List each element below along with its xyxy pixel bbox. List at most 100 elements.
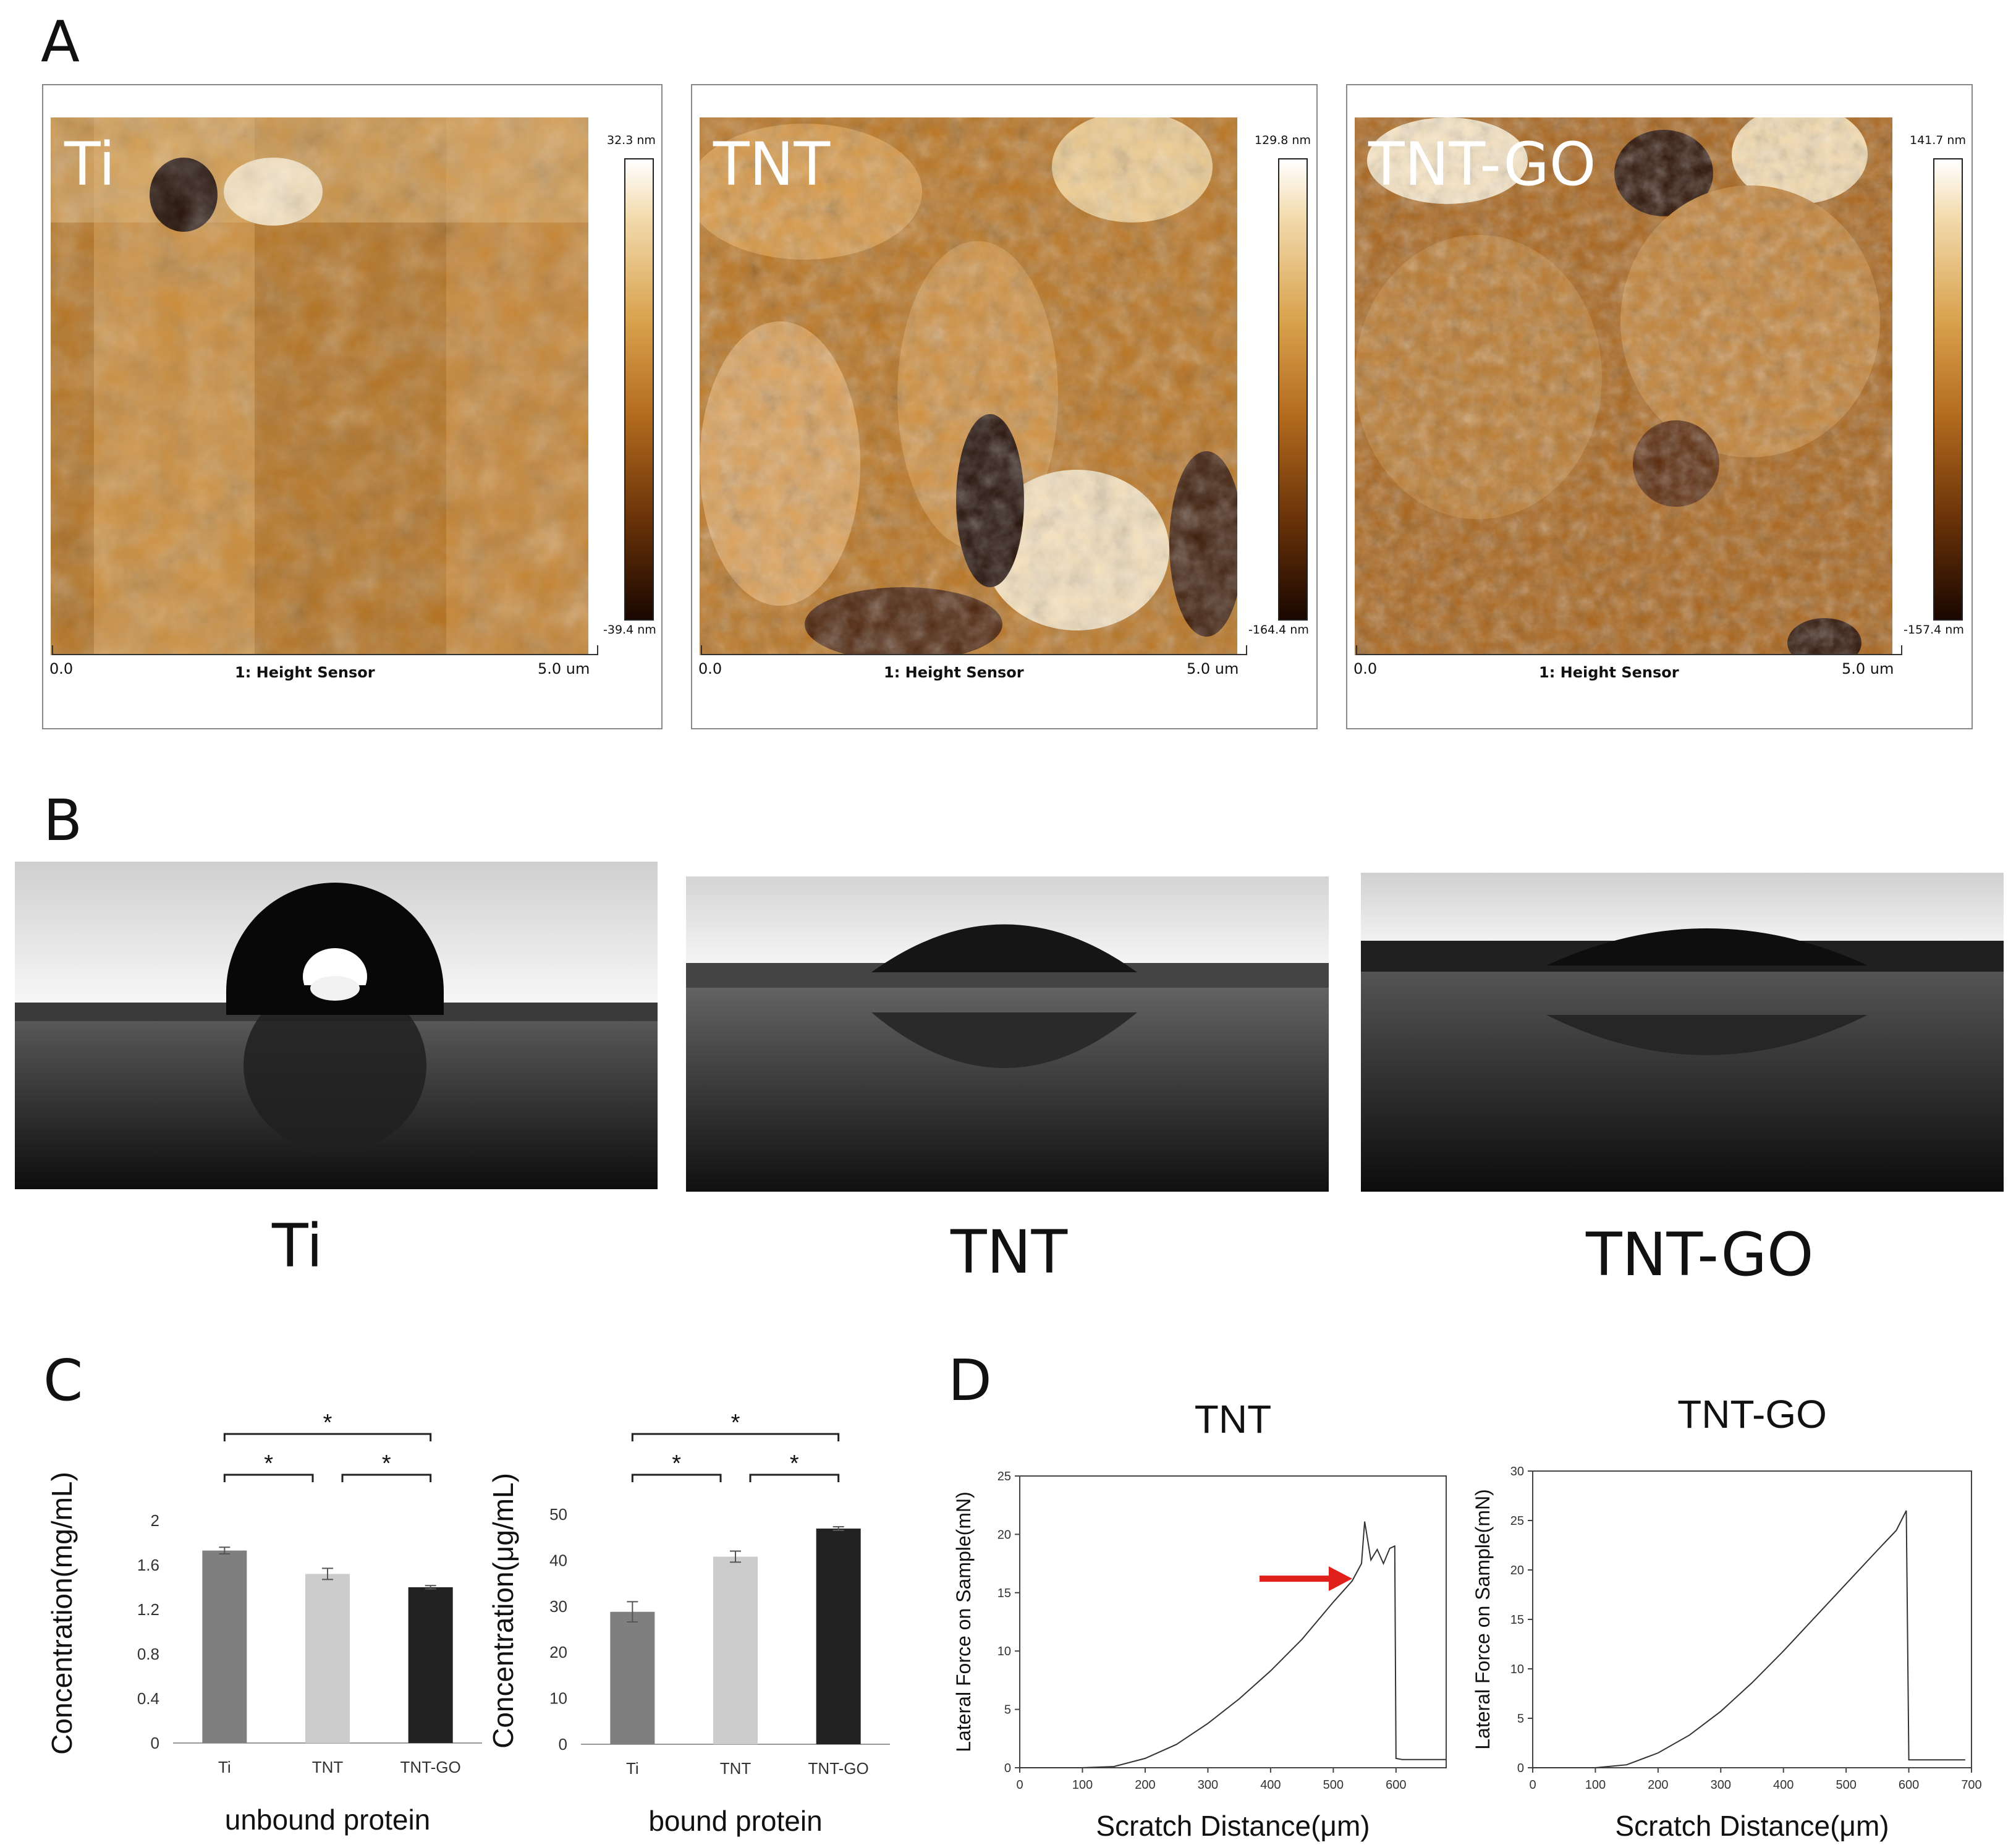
y-axis-title: Lateral Force on Sample(mN): [952, 1491, 975, 1752]
panel-letter-a: A: [41, 9, 80, 75]
afm-height-map-tnt-go: [1355, 117, 1892, 655]
afm-label: Ti: [64, 130, 116, 199]
y-axis-title: Concentration(mg/mL): [46, 1472, 78, 1755]
significance-star: *: [731, 1410, 740, 1436]
y-axis-title: Concentration(μg/mL): [487, 1473, 519, 1749]
colorbar-max-label: 129.8 nm: [1255, 134, 1311, 147]
height-colorbar: [624, 158, 654, 621]
x-tick-label: 100: [1585, 1778, 1606, 1792]
contact-angle-photo-tnt: [686, 876, 1329, 1192]
delamination-arrow-head: [1328, 1566, 1352, 1592]
height-colorbar: [1278, 158, 1308, 621]
colorbar-min-label: -164.4 nm: [1248, 623, 1309, 637]
significance-bracket: [631, 1433, 840, 1441]
x-axis-title: bound protein: [648, 1805, 822, 1837]
x-tick-label: 100: [1072, 1778, 1093, 1792]
x-tick-label: 600: [1899, 1778, 1919, 1792]
plot-frame: [1019, 1475, 1447, 1768]
panel-letter-b: B: [43, 787, 83, 854]
y-tick-label: 0.4: [137, 1689, 159, 1708]
x-tick-label: Ti: [218, 1758, 231, 1776]
y-tick-label: 20: [549, 1643, 567, 1661]
y-tick-label: 15: [997, 1587, 1011, 1600]
scale-start-label: 0.0: [698, 660, 722, 677]
scratch-force-line: [1533, 1510, 1965, 1768]
y-tick-label: 0: [151, 1734, 159, 1752]
afm-height-map-ti: [51, 117, 588, 655]
x-axis-title: Scratch Distance(μm): [1615, 1810, 1889, 1842]
colorbar-max-label: 141.7 nm: [1910, 134, 1966, 147]
chart-title: TNT-GO: [1677, 1397, 1827, 1436]
significance-bracket: [749, 1474, 840, 1482]
y-tick-label: 0: [1517, 1762, 1524, 1775]
x-tick-label: 700: [1961, 1778, 1981, 1792]
contact-angle-photo-ti: [15, 862, 658, 1189]
scratch-force-line: [1020, 1521, 1446, 1768]
x-tick-label: TNT: [312, 1758, 344, 1776]
y-tick-label: 25: [1510, 1514, 1524, 1528]
sensor-label: 1: Height Sensor: [884, 664, 1024, 681]
colorbar-min-label: -39.4 nm: [603, 623, 656, 637]
colorbar-max-label: 32.3 nm: [607, 134, 656, 147]
y-tick-label: 20: [1510, 1564, 1524, 1577]
afm-height-map-tnt: [700, 117, 1237, 655]
y-tick-label: 30: [1510, 1465, 1524, 1478]
significance-star: *: [382, 1451, 391, 1477]
y-tick-label: 20: [997, 1528, 1011, 1542]
bar-tnt: [305, 1574, 350, 1743]
y-tick-label: 10: [549, 1689, 567, 1708]
y-tick-label: 50: [549, 1505, 567, 1524]
y-tick-label: 5: [1004, 1703, 1011, 1717]
colorbar-min-label: -157.4 nm: [1904, 623, 1964, 637]
panel-letter-d: D: [948, 1347, 992, 1414]
x-tick-label: Ti: [626, 1759, 639, 1778]
line-chart-tnt-scratch: 0 100 200 300 400 500 600 0 5 10 15 20 25 TNT Scratch …: [952, 1397, 1447, 1842]
y-tick-label: 10: [997, 1645, 1011, 1658]
bar-tnt-go: [408, 1587, 453, 1743]
afm-label: TNT-GO: [1368, 130, 1596, 199]
afm-panel-tnt: TNT 129.8 nm -164.4 nm 0.0 1: Height Sen…: [691, 84, 1318, 729]
afm-label: TNT: [713, 130, 831, 199]
scale-bar: [52, 645, 598, 655]
scale-start-label: 0.0: [49, 660, 74, 677]
y-tick-label: 10: [1510, 1663, 1524, 1676]
y-tick-label: 15: [1510, 1613, 1524, 1627]
scale-bar: [701, 645, 1247, 655]
y-tick-label: 1.2: [137, 1600, 159, 1619]
sensor-label: 1: Height Sensor: [235, 664, 375, 681]
significance-star: *: [323, 1410, 332, 1436]
y-tick-label: 2: [151, 1511, 159, 1530]
x-tick-label: TNT-GO: [808, 1759, 869, 1778]
x-tick-label: 200: [1648, 1778, 1668, 1792]
scale-bar: [1356, 645, 1902, 655]
significance-bracket: [223, 1433, 432, 1441]
y-tick-label: 25: [997, 1470, 1011, 1483]
x-tick-label: 600: [1386, 1778, 1406, 1792]
contact-angle-photo-tnt-go: [1361, 873, 2004, 1192]
bar-chart-bound-protein: 0 10 20 30 40 50 Ti TNT TNT-GO * * * Concentration(μ…: [487, 1410, 890, 1837]
y-tick-label: 30: [549, 1597, 567, 1616]
x-tick-label: 200: [1135, 1778, 1155, 1792]
bar-tnt: [713, 1556, 758, 1744]
significance-bracket: [341, 1474, 432, 1482]
contact-angle-label-ti: Ti: [272, 1211, 323, 1281]
contact-angle-label-tnt: TNT: [951, 1218, 1068, 1287]
scale-end-label: 5.0 um: [1187, 660, 1239, 677]
y-tick-label: 0: [1004, 1762, 1011, 1775]
scale-end-label: 5.0 um: [1842, 660, 1894, 677]
bar-ti: [202, 1550, 247, 1743]
contact-angle-label-tnt-go: TNT-GO: [1586, 1220, 1814, 1289]
bar-tnt-go: [816, 1529, 861, 1744]
height-colorbar: [1933, 158, 1963, 621]
x-tick-label: 500: [1323, 1778, 1344, 1792]
y-tick-label: 0: [559, 1735, 567, 1754]
y-tick-label: 0.8: [137, 1645, 159, 1663]
y-tick-label: 40: [549, 1551, 567, 1569]
y-tick-label: 1.6: [137, 1556, 159, 1574]
significance-star: *: [264, 1451, 273, 1477]
afm-panel-ti: Ti 32.3 nm -39.4 nm 0.0 1: Height Sensor…: [42, 84, 663, 729]
x-tick-label: TNT: [720, 1759, 752, 1778]
y-axis-title: Lateral Force on Sample(mN): [1472, 1489, 1494, 1749]
x-tick-label: 500: [1836, 1778, 1856, 1792]
significance-bracket: [631, 1474, 722, 1482]
